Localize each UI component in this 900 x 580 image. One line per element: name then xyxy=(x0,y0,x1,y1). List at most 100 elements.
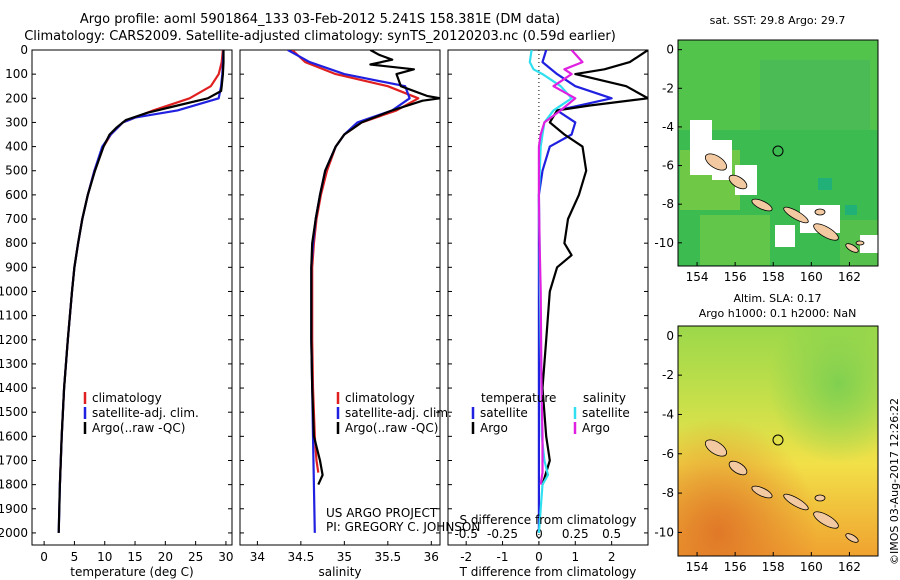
legend-label-satellite: satellite-adj. clim. xyxy=(92,406,199,420)
legend-label-climatology: climatology xyxy=(345,391,415,405)
series-line-2 xyxy=(310,50,440,486)
sst-field-patch xyxy=(818,178,832,190)
legend-heading-temperature: temperature xyxy=(481,391,556,405)
legend-label-sal-argo: Argo xyxy=(582,421,610,435)
difference-xlabel-bottom: T difference from climatology xyxy=(459,565,637,579)
y-tick-label: 1100 xyxy=(0,309,28,323)
sst-cloud-mask xyxy=(690,120,712,175)
x-tick-label: 35 xyxy=(337,550,352,564)
legend-label-temp-argo: Argo xyxy=(480,421,508,435)
sst-map xyxy=(678,40,878,266)
legend-label-sal-satellite: satellite xyxy=(582,406,630,420)
x-tick-label: 1 xyxy=(571,550,579,564)
s-tick-label: -0.25 xyxy=(487,527,518,541)
y-tick-label: 100 xyxy=(5,67,28,81)
map-y-tick-label: 0 xyxy=(666,43,674,57)
sst-map-axes: 154 156 158 160 162 0 -2 -4 -6 -8 -10 xyxy=(654,43,860,284)
y-tick-label: 1500 xyxy=(0,405,28,419)
island xyxy=(783,493,809,511)
x-tick-label: -1 xyxy=(497,550,509,564)
island xyxy=(704,439,728,457)
island xyxy=(814,208,826,216)
map-x-tick-label: 160 xyxy=(800,560,823,574)
difference-legend: temperature salinity satellite Argo sate… xyxy=(471,391,630,435)
map-x-tick-label: 162 xyxy=(838,270,861,284)
difference-xlabel-top: S difference from climatology xyxy=(460,513,637,527)
map-y-tick-label: -10 xyxy=(654,525,674,539)
map-y-tick-label: -6 xyxy=(662,159,674,173)
y-tick-label: 700 xyxy=(5,212,28,226)
y-tick-label: 1800 xyxy=(0,478,28,492)
x-tick-label: 0 xyxy=(535,550,543,564)
salinity-lines xyxy=(287,50,440,533)
x-tick-label: 34.5 xyxy=(288,550,315,564)
series-line-1 xyxy=(541,50,648,485)
header-line-1: Argo profile: aoml 5901864_133 03-Feb-20… xyxy=(79,12,561,27)
salinity-legend: climatology satellite-adj. clim. Argo(..… xyxy=(336,391,452,435)
salinity-axes: 34 34.5 35 35.5 36 xyxy=(240,49,440,564)
sst-map-title: sat. SST: 29.8 Argo: 29.7 xyxy=(709,14,846,27)
sla-map-axes: 154 156 158 160 162 0 -2 -4 -6 -8 -10 xyxy=(654,329,860,574)
y-tick-label: 1400 xyxy=(0,381,28,395)
island xyxy=(855,240,865,246)
legend-label-argo: Argo(..raw -QC) xyxy=(92,421,185,435)
x-tick-label: 25 xyxy=(188,550,203,564)
map-x-tick-label: 158 xyxy=(762,270,785,284)
island xyxy=(845,533,859,543)
temperature-lines xyxy=(57,50,225,533)
map-x-tick-label: 162 xyxy=(838,560,861,574)
x-tick-label: 2 xyxy=(608,550,616,564)
sla-map-frame xyxy=(677,325,879,557)
sst-field-patch xyxy=(845,205,857,215)
s-tick-label: -0.5 xyxy=(454,527,477,541)
series-line-0 xyxy=(537,50,613,533)
y-tick-label: 2000 xyxy=(0,526,28,540)
project-pi: PI: GREGORY C. JOHNSON xyxy=(326,520,480,534)
island xyxy=(751,485,773,499)
legend-label-argo: Argo(..raw -QC) xyxy=(345,421,438,435)
x-tick-label: 35.5 xyxy=(374,550,401,564)
map-x-tick-label: 154 xyxy=(686,270,709,284)
map-y-tick-label: -8 xyxy=(662,197,674,211)
map-x-tick-label: 154 xyxy=(686,560,709,574)
map-y-tick-label: -6 xyxy=(662,447,674,461)
y-tick-label: 900 xyxy=(5,260,28,274)
legend-heading-salinity: salinity xyxy=(583,391,626,405)
y-tick-label: 1700 xyxy=(0,453,28,467)
x-tick-label: 5 xyxy=(71,550,79,564)
island xyxy=(845,243,859,253)
s-tick-label: 0.5 xyxy=(602,527,621,541)
temperature-xlabel: temperature (deg C) xyxy=(70,565,193,579)
island xyxy=(751,198,773,212)
sst-field-patch xyxy=(700,215,770,265)
sla-map-title-2: Argo h1000: 0.1 h2000: NaN xyxy=(698,307,857,320)
islands-top xyxy=(704,153,865,253)
map-y-tick-label: -2 xyxy=(662,368,674,382)
islands-bottom xyxy=(704,439,859,543)
y-tick-label: 1300 xyxy=(0,357,28,371)
salinity-xlabel: salinity xyxy=(318,565,361,579)
s-tick-label: 0 xyxy=(535,527,543,541)
series-line-3 xyxy=(537,50,584,485)
x-tick-label: 0 xyxy=(40,550,48,564)
sla-map xyxy=(678,326,878,556)
series-line-1 xyxy=(57,50,225,533)
map-x-tick-label: 158 xyxy=(762,560,785,574)
y-tick-label: 300 xyxy=(5,115,28,129)
salinity-panel-frame xyxy=(239,49,441,546)
sst-field-patch xyxy=(760,60,870,130)
island xyxy=(783,206,809,224)
legend-label-temp-satellite: satellite xyxy=(480,406,528,420)
map-y-tick-label: -4 xyxy=(662,120,674,134)
y-tick-label: 800 xyxy=(5,236,28,250)
legend-label-satellite: satellite-adj. clim. xyxy=(345,406,452,420)
x-tick-label: -2 xyxy=(460,550,472,564)
sst-cloud-mask xyxy=(775,225,795,247)
island xyxy=(728,174,748,190)
x-tick-label: 15 xyxy=(127,550,142,564)
map-x-tick-label: 156 xyxy=(724,560,747,574)
island xyxy=(813,223,839,241)
y-tick-label: 400 xyxy=(5,140,28,154)
y-tick-label: 0 xyxy=(20,43,28,57)
